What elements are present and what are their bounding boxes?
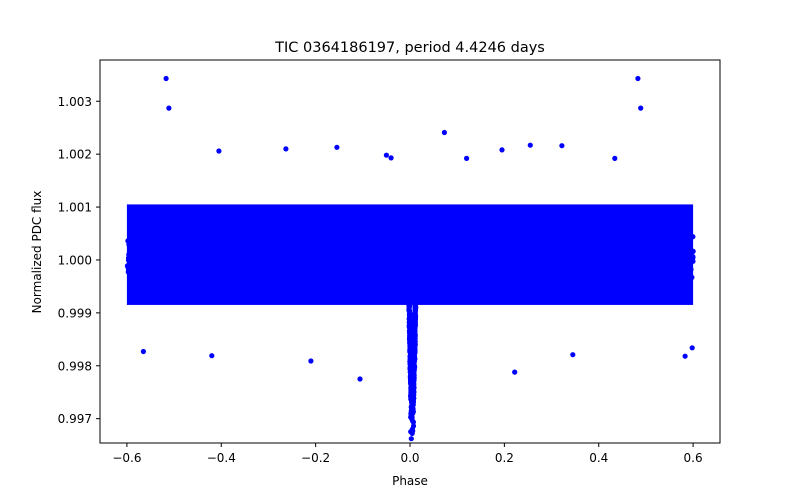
chart-title: TIC 0364186197, period 4.4246 days <box>274 40 545 56</box>
y-tick-label: 0.998 <box>58 359 92 373</box>
x-axis-label: Phase <box>392 474 428 488</box>
y-tick-label: 1.002 <box>58 148 92 162</box>
x-tick-label: 0.4 <box>589 451 608 465</box>
x-axis-ticks: −0.6 −0.4 −0.2 0.0 0.2 0.4 0.6 <box>112 443 703 465</box>
x-tick-label: 0.2 <box>495 451 514 465</box>
y-axis-ticks: 0.997 0.998 0.999 1.000 1.001 1.002 1.003 <box>58 95 100 426</box>
y-tick-label: 0.999 <box>58 306 92 320</box>
x-tick-label: 0.6 <box>684 451 703 465</box>
y-tick-label: 1.001 <box>58 201 92 215</box>
x-tick-label: −0.4 <box>207 451 236 465</box>
x-tick-label: −0.2 <box>301 451 330 465</box>
y-tick-label: 1.003 <box>58 95 92 109</box>
y-tick-label: 1.000 <box>58 253 92 267</box>
x-tick-label: −0.6 <box>112 451 141 465</box>
x-tick-label: 0.0 <box>400 451 419 465</box>
y-axis-label: Normalized PDC flux <box>30 191 44 314</box>
scatter-points <box>124 75 696 442</box>
y-tick-label: 0.997 <box>58 412 92 426</box>
